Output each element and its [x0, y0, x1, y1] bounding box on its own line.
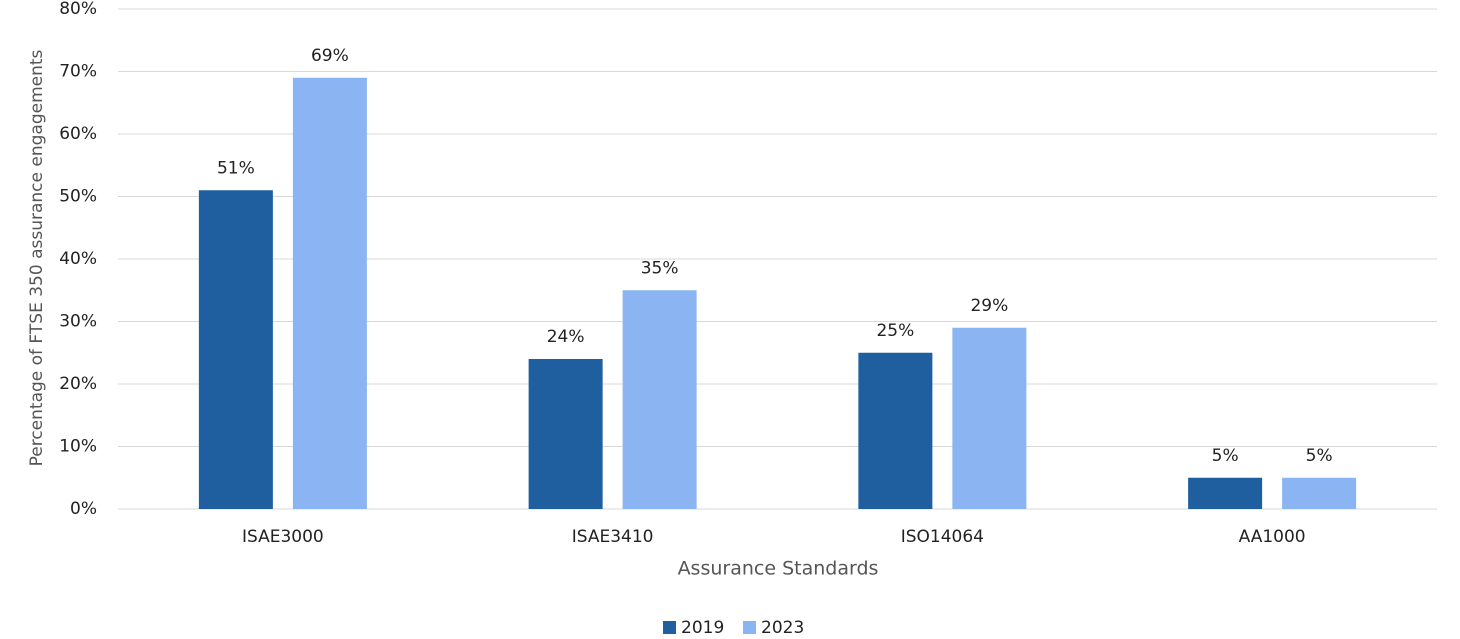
data-label: 5% [1306, 446, 1333, 466]
x-axis-title: Assurance Standards [678, 558, 879, 580]
y-tick-label: 60% [59, 124, 97, 144]
y-tick-label: 50% [59, 187, 97, 207]
data-label: 69% [311, 46, 349, 66]
legend-swatch [743, 621, 756, 634]
data-label: 5% [1212, 446, 1239, 466]
y-axis-title: Percentage of FTSE 350 assurance engagem… [27, 49, 47, 466]
bar [198, 190, 273, 509]
data-label: 35% [641, 258, 679, 278]
y-tick-label: 20% [59, 374, 97, 394]
bar [622, 290, 697, 509]
data-label: 51% [217, 158, 255, 178]
x-tick-label: AA1000 [1239, 527, 1306, 547]
legend-swatch [663, 621, 676, 634]
data-label: 25% [876, 321, 914, 341]
y-tick-label: 80% [59, 0, 97, 19]
y-tick-label: 30% [59, 312, 97, 332]
bar [1188, 477, 1263, 509]
bar [858, 352, 933, 509]
bar [952, 327, 1027, 509]
legend-label: 2023 [761, 618, 804, 638]
bar [292, 77, 367, 509]
y-tick-label: 0% [70, 499, 97, 519]
x-tick-label: ISAE3000 [242, 527, 324, 547]
legend-label: 2019 [681, 618, 724, 638]
y-tick-label: 70% [59, 62, 97, 82]
data-label: 24% [547, 327, 585, 347]
x-tick-label: ISAE3410 [572, 527, 654, 547]
y-tick-label: 10% [59, 437, 97, 457]
bar [1282, 477, 1357, 509]
data-label: 29% [970, 296, 1008, 316]
bar [528, 359, 603, 509]
x-tick-label: ISO14064 [901, 527, 984, 547]
y-tick-label: 40% [59, 249, 97, 269]
